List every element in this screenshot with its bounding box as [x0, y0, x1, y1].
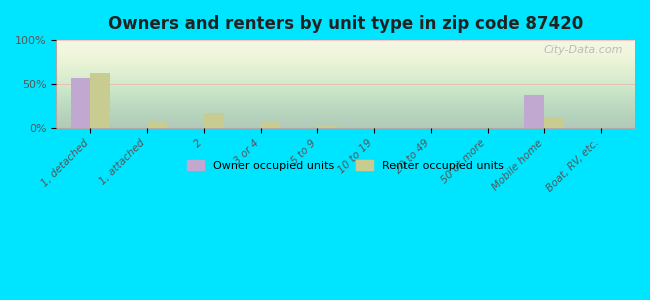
Bar [147, 121, 167, 128]
Bar [261, 121, 280, 128]
Text: City-Data.com: City-Data.com [544, 44, 623, 55]
Bar [71, 78, 90, 128]
Bar [317, 125, 337, 128]
Bar [525, 94, 544, 128]
Bar [90, 73, 110, 128]
Bar [544, 116, 564, 128]
Bar [204, 113, 224, 128]
Title: Owners and renters by unit type in zip code 87420: Owners and renters by unit type in zip c… [108, 15, 583, 33]
Legend: Owner occupied units, Renter occupied units: Owner occupied units, Renter occupied un… [183, 155, 508, 175]
